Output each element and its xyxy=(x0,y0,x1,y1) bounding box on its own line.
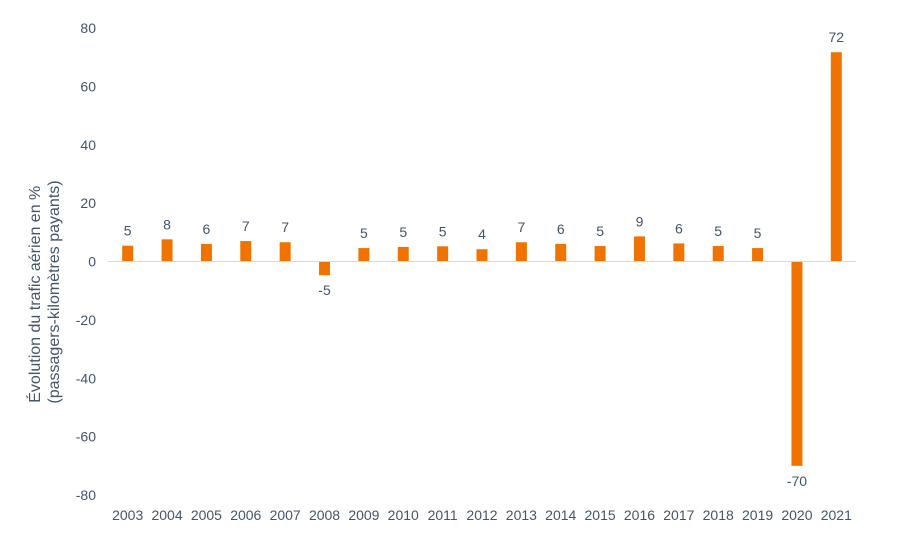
bar-2005 xyxy=(200,243,212,262)
bar-2008 xyxy=(319,261,331,276)
y-tick-label: -60 xyxy=(76,429,96,445)
x-tick-label: 2014 xyxy=(545,507,576,523)
data-label-2005: 6 xyxy=(203,221,211,237)
data-label-2004: 8 xyxy=(163,216,171,232)
y-tick-label: -20 xyxy=(76,312,96,328)
y-tick-label: 40 xyxy=(80,137,96,153)
y-tick-label: 80 xyxy=(80,20,96,36)
bar-2003 xyxy=(122,245,134,262)
y-tick-label: -40 xyxy=(76,370,96,386)
y-axis-title: Évolution du trafic aérien en % (passage… xyxy=(25,180,63,403)
y-axis-title-line-1: Évolution du trafic aérien en % xyxy=(25,186,44,403)
data-label-2012: 4 xyxy=(478,226,486,242)
bar-2009 xyxy=(358,248,370,262)
bar-2007 xyxy=(279,242,291,262)
data-label-2021: 72 xyxy=(829,29,845,45)
bar-2021 xyxy=(830,52,842,262)
bar-2020 xyxy=(791,261,803,466)
data-labels: 5 8 6 7 7 -5 5 5 5 4 7 6 5 9 6 5 5 -70 72 xyxy=(124,29,845,489)
x-tick-label: 2004 xyxy=(151,507,182,523)
x-tick-label: 2003 xyxy=(112,507,143,523)
x-tick-label: 2005 xyxy=(191,507,222,523)
y-tick-label: 60 xyxy=(80,78,96,94)
data-label-2014: 6 xyxy=(557,221,565,237)
bar-2017 xyxy=(673,243,685,262)
x-tick-label: 2007 xyxy=(270,507,301,523)
x-tick-label: 2018 xyxy=(703,507,734,523)
x-tick-label: 2009 xyxy=(348,507,379,523)
x-tick-label: 2012 xyxy=(466,507,497,523)
y-axis-ticks: 80 60 40 20 0 -20 -40 -60 -80 xyxy=(76,20,96,503)
bars xyxy=(122,52,842,466)
y-tick-label: 20 xyxy=(80,195,96,211)
x-tick-label: 2021 xyxy=(821,507,852,523)
x-tick-label: 2019 xyxy=(742,507,773,523)
data-label-2007: 7 xyxy=(281,219,289,235)
data-label-2011: 5 xyxy=(439,223,447,239)
bar-2013 xyxy=(515,242,527,262)
data-label-2017: 6 xyxy=(675,220,683,236)
bar-2006 xyxy=(240,241,252,262)
bar-2016 xyxy=(633,236,645,262)
x-tick-label: 2006 xyxy=(230,507,261,523)
x-tick-label: 2017 xyxy=(663,507,694,523)
x-tick-label: 2016 xyxy=(624,507,655,523)
bar-2015 xyxy=(594,246,606,262)
x-tick-label: 2008 xyxy=(309,507,340,523)
data-label-2013: 7 xyxy=(517,219,525,235)
x-tick-label: 2015 xyxy=(585,507,616,523)
bar-2004 xyxy=(161,239,173,262)
data-label-2016: 9 xyxy=(636,213,644,229)
x-tick-label: 2013 xyxy=(506,507,537,523)
data-label-2008: -5 xyxy=(318,282,331,298)
x-tick-label: 2020 xyxy=(781,507,812,523)
bar-2014 xyxy=(555,243,567,262)
y-tick-label: 0 xyxy=(88,254,96,270)
data-label-2003: 5 xyxy=(124,223,132,239)
data-label-2010: 5 xyxy=(399,224,407,240)
data-label-2015: 5 xyxy=(596,223,604,239)
bar-2012 xyxy=(476,249,488,262)
data-label-2018: 5 xyxy=(714,223,722,239)
x-tick-label: 2011 xyxy=(428,507,458,523)
x-tick-label: 2010 xyxy=(388,507,419,523)
x-axis-ticks: 2003 2004 2005 2006 2007 2008 2009 2010 2011 2012… xyxy=(112,507,852,523)
y-axis-title-line-2: (passagers-kilomètres payants) xyxy=(46,180,63,403)
data-label-2019: 5 xyxy=(754,225,762,241)
data-label-2020: -70 xyxy=(787,473,807,489)
data-label-2006: 7 xyxy=(242,218,250,234)
y-tick-label: -80 xyxy=(76,487,96,503)
data-label-2009: 5 xyxy=(360,225,368,241)
bar-2010 xyxy=(397,246,409,262)
bar-2019 xyxy=(752,248,764,262)
bar-2018 xyxy=(712,246,724,262)
bar-2011 xyxy=(437,246,449,262)
